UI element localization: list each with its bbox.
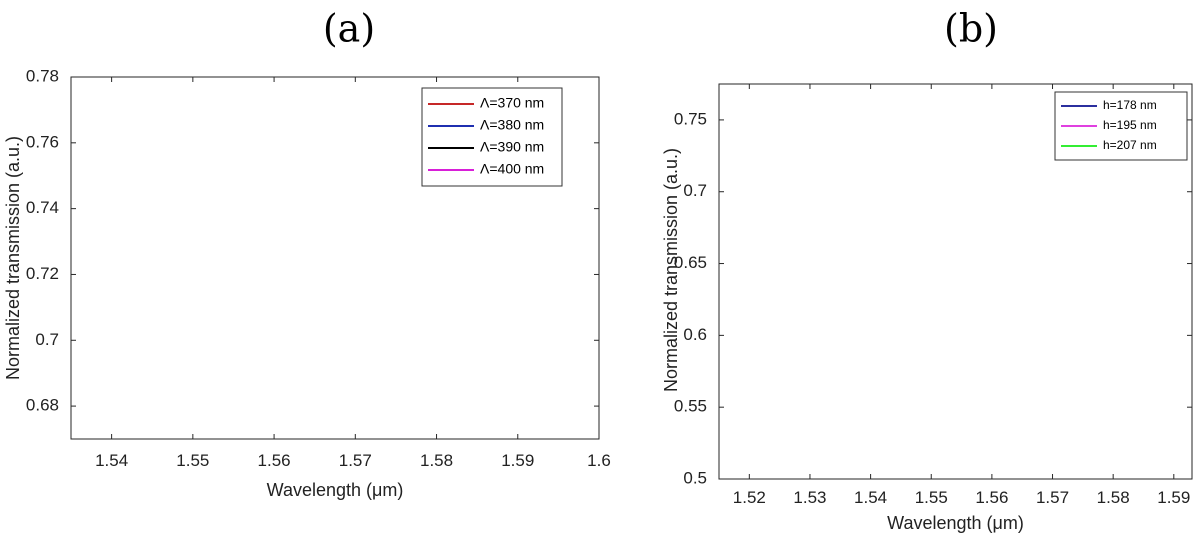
legend-label: Λ=370 nm [480,95,544,111]
legend-label: h=195 nm [1103,118,1157,132]
x-tick-label: 1.52 [733,488,766,507]
legend: h=178 nm h=195 nm h=207 nm [1054,91,1188,161]
chart-panel-a: (a) 1.54 1.55 1.56 1.57 1.58 1.59 1.6 0.68 0.7 0.7… [3,7,611,501]
legend-label: h=178 nm [1103,98,1157,112]
legend-label: Λ=390 nm [480,139,544,155]
y-axis-title: Normalized transmission (a.u.) [661,148,681,392]
y-tick-label: 0.72 [26,264,59,283]
x-tick-label: 1.59 [501,451,534,470]
x-tick-label: 1.58 [420,451,453,470]
panel-label: (a) [323,7,375,51]
x-tick-label: 1.57 [339,451,372,470]
y-tick-label: 0.55 [674,397,707,416]
y-tick-label: 0.76 [26,132,59,151]
y-tick-label: 0.68 [26,396,59,415]
x-tick-label: 1.59 [1157,488,1190,507]
x-tick-label: 1.55 [915,488,948,507]
y-axis-title: Normalized transmission (a.u.) [3,136,23,380]
y-tick-label: 0.74 [26,198,59,217]
legend: Λ=370 nm Λ=380 nm Λ=390 nm Λ=400 nm [421,87,563,187]
panel-label: (b) [944,7,998,51]
x-tick-label: 1.54 [95,451,128,470]
chart-panel-b: (b) 1.52 1.53 1.54 1.55 1.56 1.57 1.58 1.59 0.5 0.… [661,7,1193,533]
x-tick-label: 1.56 [975,488,1008,507]
legend-label: Λ=400 nm [480,161,544,177]
y-tick-label: 0.75 [674,109,707,128]
y-tick-label: 0.7 [35,330,59,349]
y-tick-label: 0.6 [683,325,707,344]
x-tick-label: 1.57 [1036,488,1069,507]
y-tick-label: 0.78 [26,66,59,85]
x-axis-title: Wavelength (μm) [267,480,404,500]
legend-label: Λ=380 nm [480,117,544,133]
y-tick-label: 0.65 [674,253,707,272]
x-tick-label: 1.55 [176,451,209,470]
x-tick-label: 1.54 [854,488,887,507]
x-tick-label: 1.58 [1097,488,1130,507]
y-tick-label: 0.5 [683,468,707,487]
x-axis-title: Wavelength (μm) [887,513,1024,533]
x-tick-label: 1.6 [587,451,611,470]
y-tick-label: 0.7 [683,181,707,200]
legend-label: h=207 nm [1103,138,1157,152]
x-tick-label: 1.56 [258,451,291,470]
x-tick-label: 1.53 [793,488,826,507]
